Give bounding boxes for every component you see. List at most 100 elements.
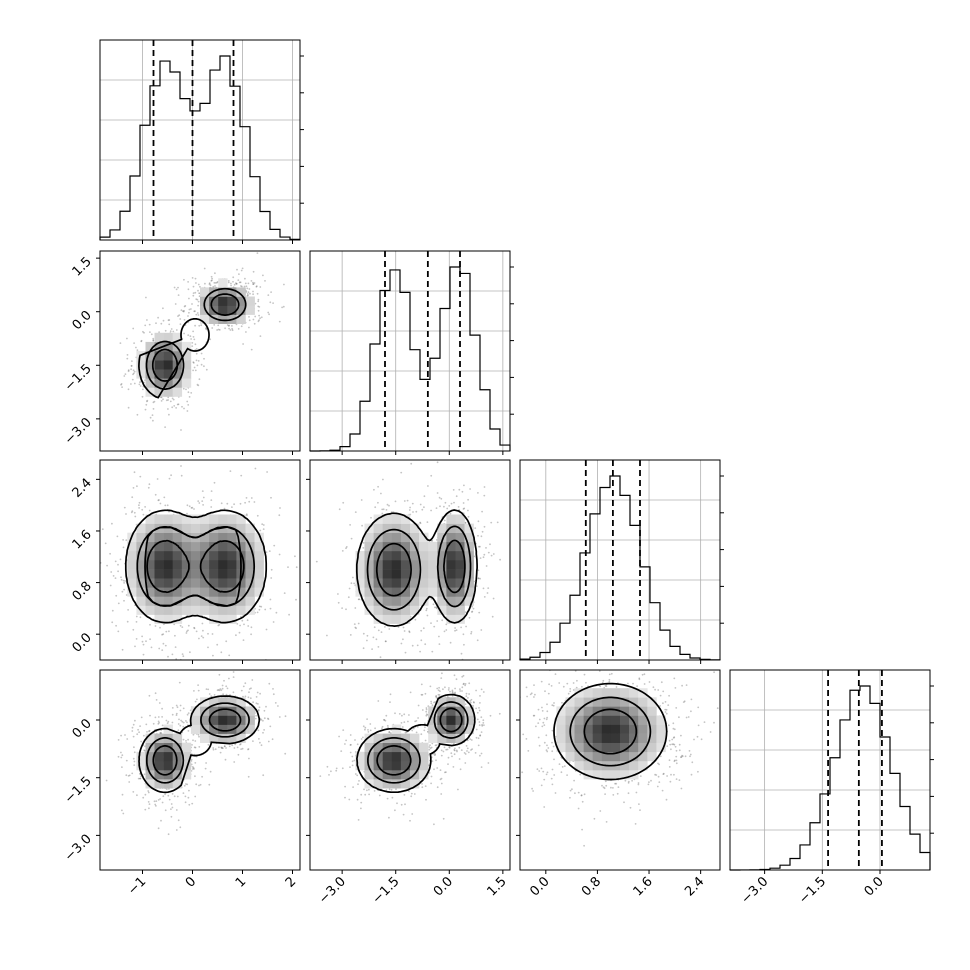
- density-cell: [400, 550, 411, 561]
- point: [384, 626, 386, 628]
- point: [152, 337, 155, 340]
- density-cell: [127, 550, 137, 561]
- point: [180, 309, 183, 312]
- point: [445, 748, 448, 751]
- density-cell: [400, 523, 411, 533]
- point: [114, 577, 117, 579]
- density-cell: [410, 587, 420, 597]
- point: [245, 285, 248, 288]
- point: [125, 539, 128, 542]
- point: [138, 507, 141, 509]
- point: [368, 793, 370, 796]
- point: [481, 530, 484, 533]
- point: [479, 545, 481, 548]
- point: [279, 507, 281, 509]
- point: [152, 340, 155, 342]
- point: [233, 747, 236, 749]
- density-cell: [419, 596, 429, 606]
- point: [115, 624, 117, 627]
- contour-1_0-0: [138, 318, 210, 399]
- point: [224, 758, 227, 761]
- point: [380, 631, 383, 633]
- point: [158, 499, 160, 501]
- point: [240, 285, 242, 287]
- point: [250, 626, 253, 629]
- point: [315, 560, 318, 563]
- point: [430, 702, 433, 705]
- point: [464, 683, 467, 685]
- contour-2_0-0: [124, 509, 268, 624]
- point: [145, 723, 148, 726]
- density-cell: [181, 751, 192, 762]
- point: [462, 633, 465, 636]
- point: [240, 325, 243, 328]
- density-cell: [181, 770, 192, 780]
- histogram-0: [99, 55, 301, 240]
- point: [187, 315, 189, 317]
- point: [117, 739, 120, 741]
- density-cell: [410, 560, 420, 570]
- point: [188, 803, 191, 806]
- point: [248, 691, 250, 694]
- density-cell: [154, 341, 164, 352]
- point: [121, 648, 124, 651]
- point: [490, 554, 493, 557]
- density-cell: [200, 314, 210, 324]
- point: [235, 282, 238, 285]
- point: [412, 511, 414, 513]
- point: [252, 270, 255, 273]
- point: [247, 294, 249, 297]
- point: [475, 585, 478, 588]
- point: [228, 654, 231, 657]
- point: [434, 606, 436, 609]
- density-cell: [163, 341, 173, 352]
- point: [394, 712, 396, 715]
- point: [478, 611, 481, 614]
- joint-panel-1_0: [96, 250, 301, 455]
- density-cell: [382, 550, 393, 561]
- density-cell: [145, 751, 155, 762]
- point: [158, 721, 161, 724]
- point: [202, 496, 205, 499]
- point: [160, 322, 163, 325]
- density-cell: [382, 560, 393, 570]
- point: [388, 504, 390, 507]
- point: [244, 501, 247, 504]
- point: [192, 362, 195, 364]
- density-cell: [154, 351, 164, 361]
- point: [171, 713, 174, 716]
- point: [328, 774, 330, 776]
- point: [182, 707, 185, 710]
- point: [491, 615, 494, 618]
- point: [231, 744, 234, 747]
- density-cell: [218, 605, 228, 615]
- point: [152, 408, 155, 410]
- point: [262, 731, 264, 734]
- joint-panel-2_1: [306, 459, 511, 664]
- point: [479, 734, 482, 737]
- point: [154, 803, 157, 806]
- density-cell: [136, 596, 146, 606]
- point: [247, 696, 250, 699]
- density-cell: [209, 587, 219, 597]
- point: [364, 793, 367, 796]
- point: [246, 295, 249, 297]
- point: [124, 373, 127, 375]
- point: [402, 626, 405, 629]
- point: [420, 629, 423, 632]
- point: [259, 317, 261, 320]
- density-cell: [154, 532, 164, 543]
- point: [212, 285, 215, 288]
- density-cell: [209, 523, 219, 533]
- point: [278, 320, 281, 323]
- point: [245, 513, 248, 516]
- point: [386, 724, 389, 727]
- point: [191, 506, 194, 509]
- point: [177, 294, 180, 296]
- point: [233, 503, 236, 506]
- point: [198, 324, 201, 327]
- point: [242, 639, 245, 641]
- point: [246, 619, 249, 622]
- point: [144, 808, 147, 811]
- point: [223, 745, 226, 748]
